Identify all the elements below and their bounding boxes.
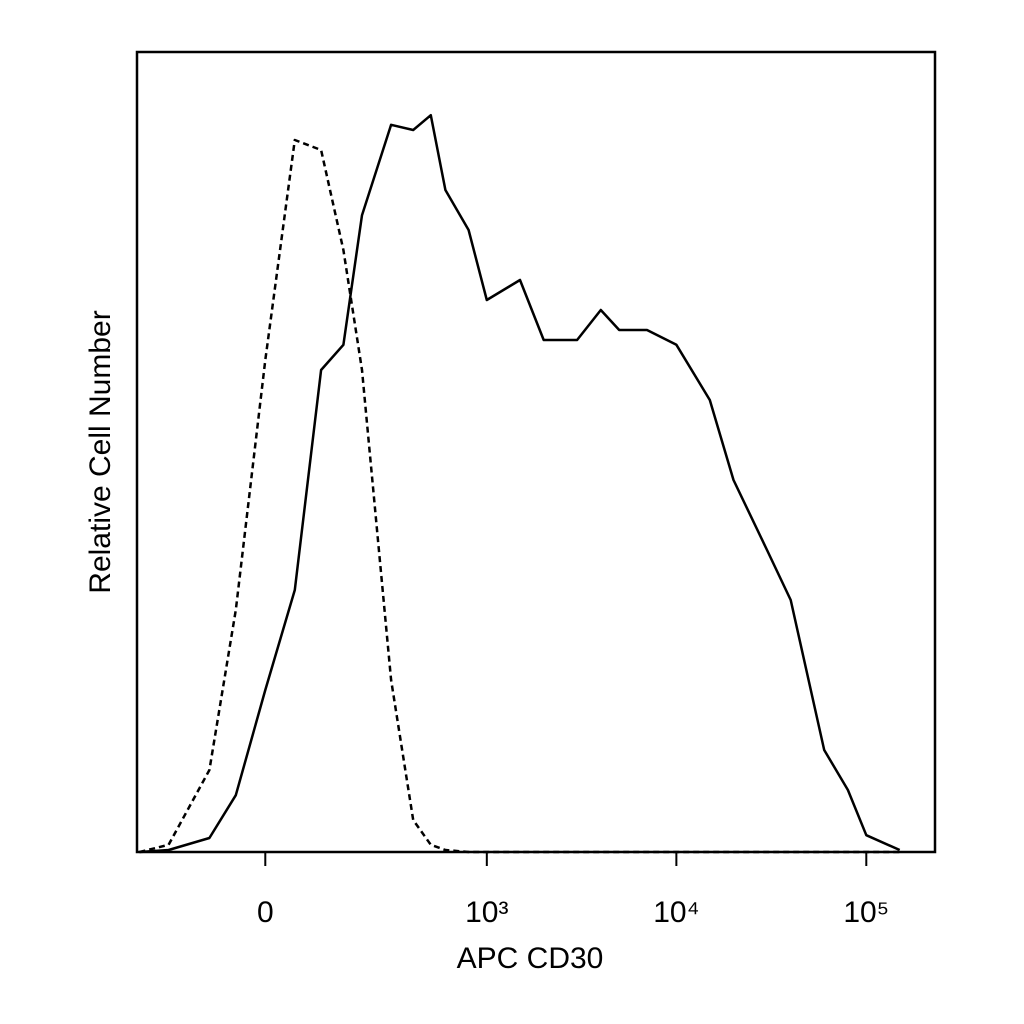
plot-frame (135, 50, 937, 854)
x-tick-label: 0 (257, 896, 274, 929)
dashed-histogram (139, 138, 900, 854)
y-axis-label: Relative Cell Number (84, 310, 117, 593)
x-tick-label: 10³ (465, 896, 508, 929)
x-axis-label: APC CD30 (457, 942, 604, 975)
solid-histogram (139, 113, 901, 854)
x-tick-label: 10⁴ (653, 896, 699, 929)
x-tick-label: 10⁵ (843, 896, 889, 929)
